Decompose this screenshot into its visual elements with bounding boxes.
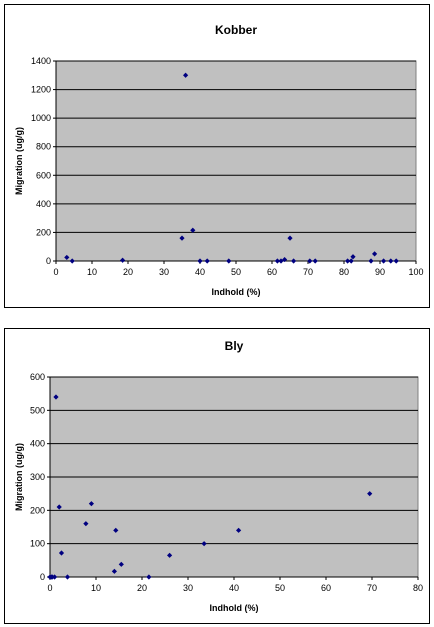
- y-axis-label: Migration (ug/g): [14, 127, 24, 195]
- x-tick-label: 80: [413, 583, 423, 593]
- x-tick-label: 10: [91, 583, 101, 593]
- x-tick-label: 70: [303, 267, 313, 277]
- y-tick-label: 100: [30, 539, 45, 549]
- chart-kobber: Kobber 0 200 400 600 800 1000 1200 1400 0 10 20 30 40…: [4, 4, 430, 308]
- data-point: [53, 394, 59, 400]
- y-tick-label: 0: [40, 572, 45, 582]
- data-point: [204, 258, 210, 264]
- chart-bly-svg: Bly 0 100 200 300 400 500 600 0 10 20 30 40 50 60 70 80 I…: [14, 339, 423, 613]
- data-point: [58, 550, 65, 556]
- x-tick-label: 100: [408, 267, 423, 277]
- data-point: [274, 258, 280, 264]
- data-point: [146, 574, 152, 580]
- chart-kobber-svg: Kobber 0 200 400 600 800 1000 1200 1400 0 10 20 30 40…: [14, 23, 424, 297]
- data-point: [388, 258, 394, 264]
- data-point: [197, 258, 203, 264]
- x-tick-label: 70: [367, 583, 377, 593]
- x-axis-label: Indhold (%): [212, 287, 261, 297]
- x-tick-label: 30: [183, 583, 193, 593]
- y-tick-label: 200: [36, 227, 51, 237]
- x-tick-label: 10: [87, 267, 97, 277]
- data-point: [56, 504, 62, 510]
- y-tick-label: 1200: [31, 85, 51, 95]
- data-point: [381, 258, 387, 264]
- y-tick-label: 300: [30, 472, 45, 482]
- data-point: [287, 235, 293, 241]
- x-axis-label: Indhold (%): [210, 603, 259, 613]
- data-point: [368, 258, 374, 264]
- y-tick-label: 600: [30, 372, 45, 382]
- data-point: [345, 258, 351, 264]
- data-point: [393, 258, 399, 264]
- chart-bly: Bly 0 100 200 300 400 500 600 0 10 20 30 40 50 60 70 80 I…: [4, 328, 430, 624]
- y-tick-label: 1000: [31, 113, 51, 123]
- y-axis-label: Migration (ug/g): [14, 443, 24, 511]
- data-point: [179, 235, 185, 241]
- x-tick-label: 40: [195, 267, 205, 277]
- x-tick-label: 60: [321, 583, 331, 593]
- data-point: [190, 227, 196, 233]
- x-tick-label: 40: [229, 583, 239, 593]
- x-tick-label: 60: [267, 267, 277, 277]
- y-tick-label: 600: [36, 170, 51, 180]
- data-point: [291, 258, 297, 264]
- y-tick-label: 0: [46, 256, 51, 266]
- x-tick-label: 80: [339, 267, 349, 277]
- data-point: [312, 258, 318, 264]
- y-tick-label: 800: [36, 142, 51, 152]
- x-tick-label: 0: [53, 267, 58, 277]
- data-point: [64, 574, 71, 580]
- data-point: [372, 251, 378, 257]
- data-point: [52, 574, 58, 580]
- data-point: [120, 257, 126, 263]
- data-point: [226, 258, 232, 264]
- x-tick-label: 20: [137, 583, 147, 593]
- chart-title: Bly: [225, 339, 244, 353]
- data-point: [183, 72, 189, 78]
- y-tick-label: 200: [30, 505, 45, 515]
- x-tick-label: 20: [123, 267, 133, 277]
- y-tick-label: 400: [36, 199, 51, 209]
- x-tick-label: 30: [159, 267, 169, 277]
- x-tick-label: 50: [231, 267, 241, 277]
- plot-area: [55, 60, 417, 262]
- y-tick-label: 1400: [31, 56, 51, 66]
- data-point: [282, 256, 288, 263]
- data-point: [350, 254, 356, 260]
- x-tick-label: 50: [275, 583, 285, 593]
- data-point: [69, 258, 75, 264]
- y-tick-label: 400: [30, 439, 45, 449]
- x-tick-label: 90: [375, 267, 385, 277]
- y-tick-label: 500: [30, 405, 45, 415]
- data-point: [307, 258, 313, 264]
- chart-title: Kobber: [215, 23, 257, 37]
- data-point: [348, 258, 354, 264]
- x-tick-label: 0: [47, 583, 52, 593]
